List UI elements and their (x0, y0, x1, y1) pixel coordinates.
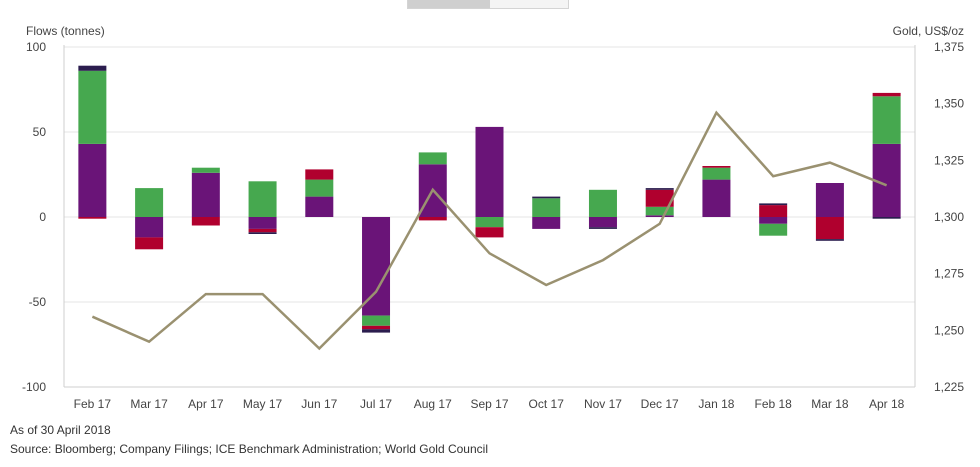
x-tick-label: Jun 17 (301, 397, 337, 411)
bar-segment-purple (305, 196, 334, 217)
bar-segment-green (588, 189, 617, 217)
bar-segment-green (872, 96, 901, 144)
x-tick-label: Feb 17 (74, 397, 112, 411)
y-right-tick-label: 1,325 (934, 153, 964, 167)
y-left-tick-label: -50 (29, 295, 47, 309)
bar-segment-navy (759, 203, 788, 206)
bar-segment-green (759, 223, 788, 236)
bar-segment-green (702, 167, 731, 180)
x-tick-label: Jul 17 (360, 397, 392, 411)
y-right-tick-label: 1,300 (934, 210, 964, 224)
bar-segment-red (815, 217, 844, 240)
bar-segment-red (418, 217, 447, 221)
bar-segment-red (362, 325, 391, 330)
bar-segment-purple (475, 126, 504, 217)
bar-segment-navy (248, 232, 277, 234)
bar-segment-purple (759, 217, 788, 224)
bar-segment-navy (815, 239, 844, 241)
y-right-tick-label: 1,250 (934, 323, 964, 337)
bar-segment-green (305, 179, 334, 197)
y-right-tick-label: 1,225 (934, 380, 964, 394)
x-tick-label: Apr 17 (188, 397, 224, 411)
x-tick-label: Sep 17 (470, 397, 508, 411)
bar-segment-green (418, 152, 447, 165)
bar-segment-navy (645, 188, 674, 190)
y-left-tick-label: 0 (39, 210, 46, 224)
bar-segment-navy (78, 65, 107, 71)
bar-segment-green (645, 206, 674, 216)
bar-segment-green (248, 181, 277, 217)
bar-segment-red (78, 217, 107, 219)
y-left-tick-label: -100 (22, 380, 46, 394)
bar-segment-red (872, 92, 901, 97)
toggle-option-1[interactable] (408, 0, 490, 8)
as-of-note: As of 30 April 2018 (10, 423, 111, 437)
x-tick-label: May 17 (243, 397, 283, 411)
chart: 100 50 0 -50 -100 1,375 1,350 1,325 1,300 1,275 1,… (22, 24, 964, 411)
source-note: Source: Bloomberg; Company Filings; ICE … (10, 442, 488, 456)
bar-segment-purple (362, 217, 391, 316)
y-left-tick-label: 100 (26, 40, 46, 54)
bar-segment-red (475, 227, 504, 238)
x-tick-label: Oct 17 (529, 397, 565, 411)
bar-segment-red (191, 217, 220, 226)
bar-segment-purple (815, 183, 844, 217)
bar-segment-green (532, 198, 561, 217)
bar-segment-red (305, 169, 334, 180)
y-right-tick-label: 1,275 (934, 267, 964, 281)
bar-segment-purple (588, 217, 617, 228)
bar-segment-red (645, 189, 674, 207)
x-tick-label: Nov 17 (584, 397, 622, 411)
bar-segment-purple (191, 172, 220, 217)
bar-segment-green (78, 70, 107, 144)
y-left-tick-label: 50 (33, 125, 47, 139)
y-right-axis-label: Gold, US$/oz (893, 24, 964, 38)
x-tick-label: Mar 18 (811, 397, 849, 411)
y-left-axis-label: Flows (tonnes) (26, 24, 105, 38)
bar-segment-green (475, 217, 504, 228)
toggle-option-2[interactable] (490, 0, 568, 8)
bar-segment-purple (248, 217, 277, 229)
bar-segment-navy (588, 227, 617, 229)
bar-segment-purple (645, 215, 674, 217)
bar-segment-green (362, 315, 391, 326)
bar-segment-navy (362, 329, 391, 333)
bar-segment-purple (78, 143, 107, 217)
bar-segment-green (135, 188, 164, 217)
bar-segment-red (135, 237, 164, 250)
bar-segment-navy (532, 196, 561, 199)
bar-segment-green (191, 167, 220, 173)
bar-segment-red (248, 228, 277, 233)
y-right-tick-label: 1,350 (934, 97, 964, 111)
y-right-tick-label: 1,375 (934, 40, 964, 54)
bar-segment-navy (872, 217, 901, 219)
x-tick-label: Feb 18 (754, 397, 792, 411)
bar-segment-red (702, 166, 731, 168)
x-tick-label: Mar 17 (130, 397, 168, 411)
bar-segment-purple (532, 217, 561, 229)
view-toggle (407, 0, 569, 9)
x-tick-label: Apr 18 (869, 397, 905, 411)
x-tick-label: Dec 17 (641, 397, 679, 411)
x-tick-label: Jan 18 (698, 397, 734, 411)
bar-segment-purple (702, 179, 731, 217)
bar-segment-red (759, 205, 788, 217)
x-tick-label: Aug 17 (414, 397, 452, 411)
bar-segment-purple (135, 217, 164, 238)
